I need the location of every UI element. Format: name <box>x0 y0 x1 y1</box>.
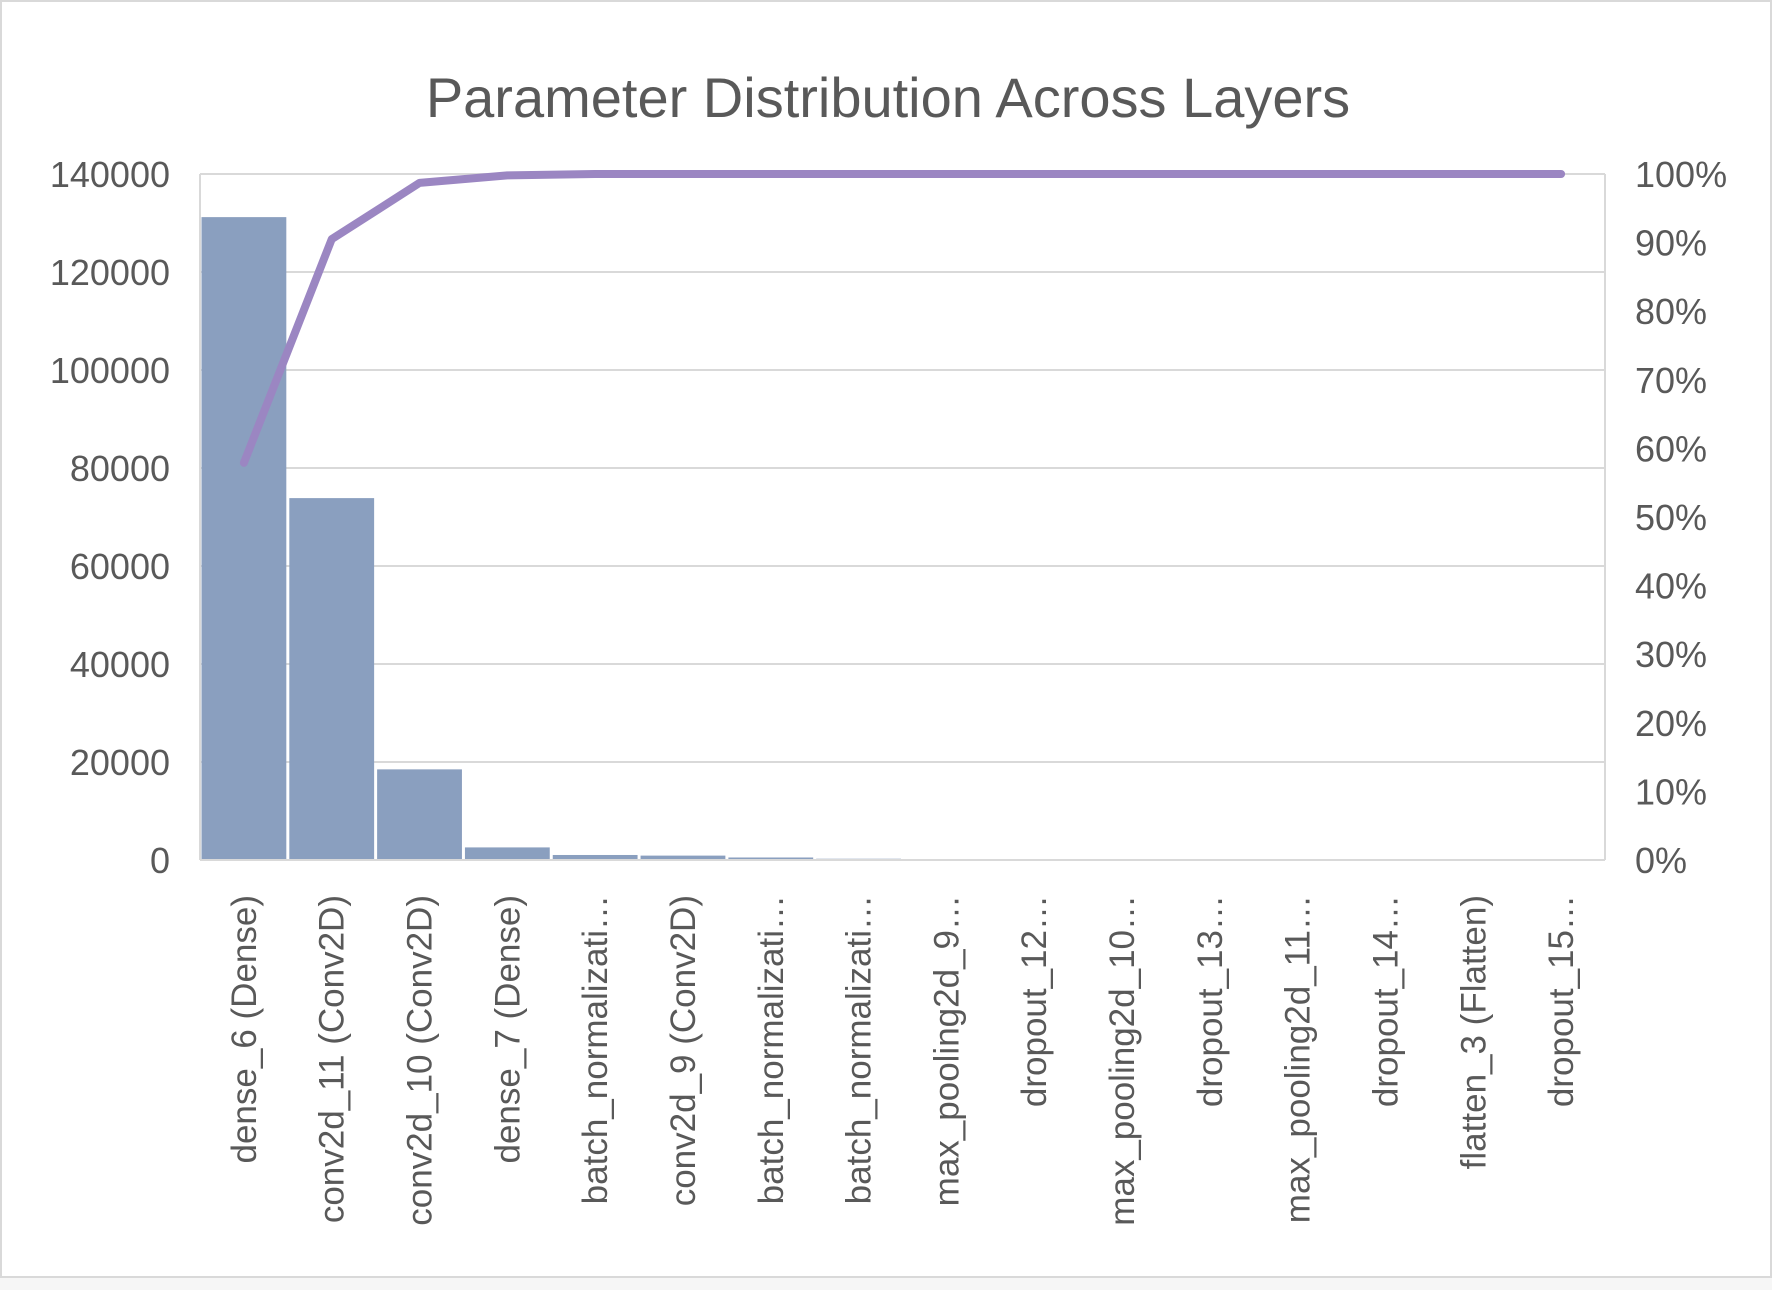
y2-tick-label: 40% <box>1635 566 1707 607</box>
x-category-label: dropout_15… <box>1542 895 1581 1107</box>
y2-tick-label: 60% <box>1635 428 1707 469</box>
x-category-label: dropout_13… <box>1191 895 1230 1107</box>
y2-tick-label: 30% <box>1635 634 1707 675</box>
x-category-label: max_pooling2d_11… <box>1279 895 1318 1223</box>
x-category-label: conv2d_11 (Conv2D) <box>313 895 352 1223</box>
y2-tick-label: 70% <box>1635 360 1707 401</box>
x-category-label: flatten_3 (Flatten) <box>1454 895 1493 1169</box>
y-tick-label: 0 <box>150 840 170 881</box>
y-tick-label: 120000 <box>50 252 170 293</box>
y-tick-label: 60000 <box>70 546 170 587</box>
x-axis-category-labels: dense_6 (Dense) conv2d_11 (Conv2D) conv2d_… <box>225 895 1581 1226</box>
bar <box>640 855 726 860</box>
y-axis-left-ticks: 0 20000 40000 60000 80000 100000 120000 140000 <box>50 154 170 881</box>
x-category-label: conv2d_10 (Conv2D) <box>401 895 440 1226</box>
bar <box>728 857 814 860</box>
y-axis-right-ticks: 0% 10% 20% 30% 40% 50% 60% 70% 80% 90% 100% <box>1635 154 1727 881</box>
y2-tick-label: 90% <box>1635 223 1707 264</box>
x-category-label: dense_6 (Dense) <box>225 895 264 1164</box>
cumulative-line-series <box>239 170 1566 467</box>
bar <box>377 769 462 860</box>
x-category-label: batch_normalizati… <box>840 895 879 1204</box>
y-tick-label: 100000 <box>50 350 170 391</box>
y-tick-label: 80000 <box>70 448 170 489</box>
bar <box>464 847 550 860</box>
x-category-label: batch_normalizati… <box>752 895 791 1204</box>
y2-tick-label: 10% <box>1635 771 1707 812</box>
axes <box>199 174 1606 861</box>
bar <box>552 854 638 860</box>
gridlines <box>200 173 1605 861</box>
x-category-label: max_pooling2d_10… <box>1103 895 1142 1226</box>
cumulative-line <box>239 170 1566 467</box>
x-category-label: dense_7 (Dense) <box>488 895 527 1164</box>
y2-tick-label: 0% <box>1635 840 1687 881</box>
chart-title: Parameter Distribution Across Layers <box>426 66 1350 129</box>
x-category-label: batch_normalizati… <box>576 895 615 1204</box>
bar <box>289 498 375 860</box>
y2-tick-label: 20% <box>1635 703 1707 744</box>
x-category-label: dropout_12… <box>1015 895 1054 1107</box>
bar <box>201 217 287 860</box>
y-tick-label: 140000 <box>50 154 170 195</box>
y-tick-label: 20000 <box>70 742 170 783</box>
x-category-label: conv2d_9 (Conv2D) <box>664 895 703 1206</box>
bar-series <box>201 217 901 860</box>
x-category-label: dropout_14… <box>1366 895 1405 1107</box>
y2-tick-label: 50% <box>1635 497 1707 538</box>
y-tick-label: 40000 <box>70 644 170 685</box>
y2-tick-label: 100% <box>1635 154 1727 195</box>
x-category-label: max_pooling2d_9… <box>927 895 966 1206</box>
y2-tick-label: 80% <box>1635 291 1707 332</box>
